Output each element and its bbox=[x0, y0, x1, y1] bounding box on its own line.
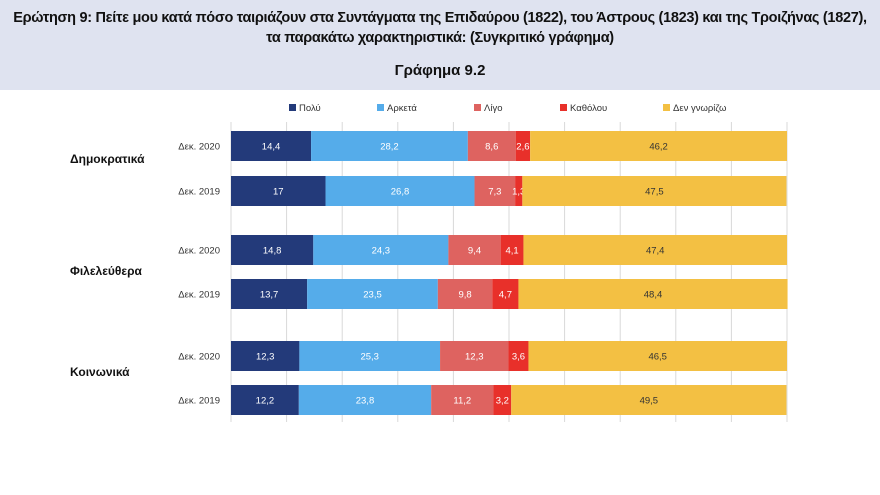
category-label: Δεκ. 2020 bbox=[178, 246, 220, 257]
bar-segment bbox=[492, 279, 519, 309]
legend-label: Πολύ bbox=[299, 103, 321, 114]
bar-segment bbox=[448, 235, 501, 265]
data-label: 47,4 bbox=[646, 246, 665, 257]
group-label: Δημοκρατικά bbox=[70, 152, 145, 166]
data-label: 3,6 bbox=[512, 352, 525, 363]
legend-swatch bbox=[377, 104, 384, 111]
data-label: 13,7 bbox=[260, 290, 279, 301]
data-label: 3,2 bbox=[496, 396, 509, 407]
category-label: Δεκ. 2019 bbox=[178, 290, 220, 301]
bar-segment bbox=[231, 131, 312, 161]
bar-segment bbox=[231, 279, 308, 309]
data-label: 4,7 bbox=[499, 290, 512, 301]
bar-segment bbox=[231, 341, 300, 371]
data-label: 26,8 bbox=[391, 187, 410, 198]
legend-label: Δεν γνωρίζω bbox=[673, 103, 727, 114]
category-label: Δεκ. 2019 bbox=[178, 187, 220, 198]
data-label: 23,8 bbox=[356, 396, 375, 407]
data-label: 12,3 bbox=[256, 352, 275, 363]
data-label: 23,5 bbox=[363, 290, 382, 301]
data-label: 9,8 bbox=[458, 290, 471, 301]
bar-segment bbox=[493, 385, 512, 415]
legend-label: Λίγο bbox=[484, 103, 503, 114]
bar-segment bbox=[474, 176, 516, 206]
header: Ερώτηση 9: Πείτε μου κατά πόσο ταιριάζου… bbox=[0, 0, 880, 90]
bar-segment bbox=[299, 341, 441, 371]
bar-segment bbox=[440, 341, 509, 371]
data-label: 24,3 bbox=[372, 246, 391, 257]
bar-segment bbox=[307, 279, 438, 309]
category-label: Δεκ. 2020 bbox=[178, 352, 220, 363]
legend-label: Αρκετά bbox=[387, 103, 417, 114]
bar-segment bbox=[523, 235, 787, 265]
bar-segment bbox=[508, 341, 529, 371]
bar-segment bbox=[311, 131, 468, 161]
bar-segment bbox=[313, 235, 449, 265]
group-label: Κοινωνικά bbox=[70, 365, 130, 379]
data-label: 28,2 bbox=[380, 142, 399, 153]
bar-segment bbox=[522, 176, 787, 206]
bar-segment bbox=[431, 385, 494, 415]
bar-segment bbox=[325, 176, 475, 206]
category-label: Δεκ. 2020 bbox=[178, 142, 220, 153]
bar-segment bbox=[515, 176, 523, 206]
bar-segment bbox=[530, 131, 787, 161]
data-label: 47,5 bbox=[645, 187, 664, 198]
bar-segment bbox=[467, 131, 516, 161]
legend-swatch bbox=[663, 104, 670, 111]
data-label: 12,3 bbox=[465, 352, 484, 363]
bar-segment bbox=[231, 176, 326, 206]
data-label: 7,3 bbox=[488, 187, 501, 198]
bar-segment bbox=[515, 131, 531, 161]
data-label: 4,1 bbox=[505, 246, 518, 257]
data-label: 11,2 bbox=[453, 396, 471, 407]
data-label: 25,3 bbox=[360, 352, 379, 363]
data-label: 46,5 bbox=[648, 352, 667, 363]
bar-segment bbox=[511, 385, 787, 415]
legend-label: Καθόλου bbox=[570, 103, 607, 114]
bar-segment bbox=[231, 235, 314, 265]
data-label: 49,5 bbox=[640, 396, 659, 407]
data-label: 12,2 bbox=[256, 396, 275, 407]
data-label: 9,4 bbox=[468, 246, 481, 257]
data-label: 2,6 bbox=[516, 142, 529, 153]
legend-swatch bbox=[289, 104, 296, 111]
bar-segment bbox=[437, 279, 493, 309]
bar-segment bbox=[500, 235, 524, 265]
data-label: 46,2 bbox=[649, 142, 668, 153]
data-label: 14,4 bbox=[262, 142, 281, 153]
legend-swatch bbox=[560, 104, 567, 111]
bar-segment bbox=[298, 385, 432, 415]
chart-title: Ερώτηση 9: Πείτε μου κατά πόσο ταιριάζου… bbox=[13, 10, 867, 46]
data-label: 14,8 bbox=[263, 246, 282, 257]
data-label: 8,6 bbox=[485, 142, 498, 153]
data-label: 17 bbox=[273, 187, 284, 198]
bar-segment bbox=[231, 385, 299, 415]
chart-subtitle: Γράφημα 9.2 bbox=[394, 62, 486, 79]
bar-segment bbox=[518, 279, 788, 309]
category-label: Δεκ. 2019 bbox=[178, 396, 220, 407]
group-label: Φιλελεύθερα bbox=[70, 264, 143, 278]
data-label: 1,3 bbox=[512, 187, 525, 198]
bar-segment bbox=[528, 341, 787, 371]
stacked-bar-chart: Πολύ Αρκετά Λίγο Καθόλου Δεν γνωρίζω Δημοκρατ… bbox=[70, 103, 788, 422]
data-label: 48,4 bbox=[644, 290, 663, 301]
legend-swatch bbox=[474, 104, 481, 111]
